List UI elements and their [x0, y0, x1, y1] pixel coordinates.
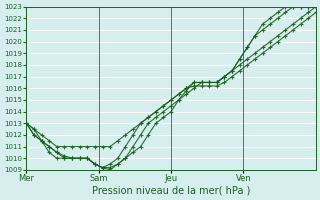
X-axis label: Pression niveau de la mer( hPa ): Pression niveau de la mer( hPa ): [92, 186, 250, 196]
